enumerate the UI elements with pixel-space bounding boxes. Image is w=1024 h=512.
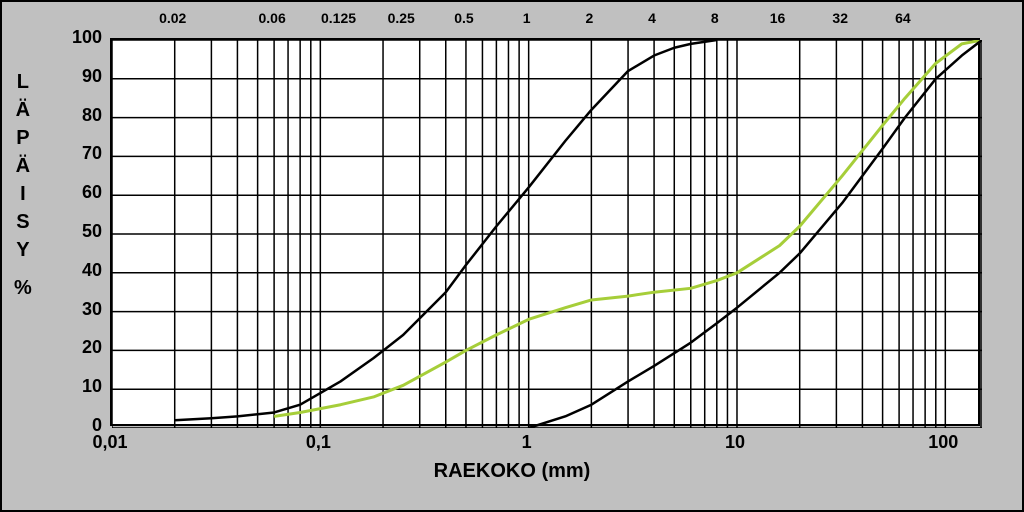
y-tick-label: 20 xyxy=(62,337,102,358)
x-tick-label: 0,1 xyxy=(306,432,331,453)
x-tick-label: 10 xyxy=(725,432,745,453)
y-tick-label: 70 xyxy=(62,143,102,164)
y-tick-label: 80 xyxy=(62,105,102,126)
x-top-tick-label: 32 xyxy=(832,10,848,26)
x-top-tick-label: 8 xyxy=(711,10,719,26)
x-tick-label: 0,01 xyxy=(92,432,127,453)
y-tick-label: 90 xyxy=(62,66,102,87)
y-axis-label: LÄPÄISY% xyxy=(14,68,32,302)
x-top-tick-label: 1 xyxy=(523,10,531,26)
x-top-tick-label: 0.02 xyxy=(159,10,186,26)
y-tick-label: 50 xyxy=(62,221,102,242)
x-tick-label: 1 xyxy=(522,432,532,453)
y-tick-label: 100 xyxy=(62,27,102,48)
plot-area xyxy=(110,38,980,426)
chart-frame: LÄPÄISY% RAEKOKO (mm) 010203040506070809… xyxy=(0,0,1024,512)
y-tick-label: 60 xyxy=(62,182,102,203)
x-top-tick-label: 2 xyxy=(585,10,593,26)
y-tick-label: 30 xyxy=(62,299,102,320)
x-axis-label: RAEKOKO (mm) xyxy=(2,460,1022,483)
x-top-tick-label: 0.5 xyxy=(454,10,473,26)
x-top-tick-label: 0.25 xyxy=(388,10,415,26)
x-top-tick-label: 0.125 xyxy=(321,10,356,26)
x-top-tick-label: 64 xyxy=(895,10,911,26)
y-tick-label: 10 xyxy=(62,376,102,397)
y-tick-label: 40 xyxy=(62,260,102,281)
x-tick-label: 100 xyxy=(928,432,958,453)
x-top-tick-label: 0.06 xyxy=(258,10,285,26)
x-top-tick-label: 4 xyxy=(648,10,656,26)
x-top-tick-label: 16 xyxy=(770,10,786,26)
